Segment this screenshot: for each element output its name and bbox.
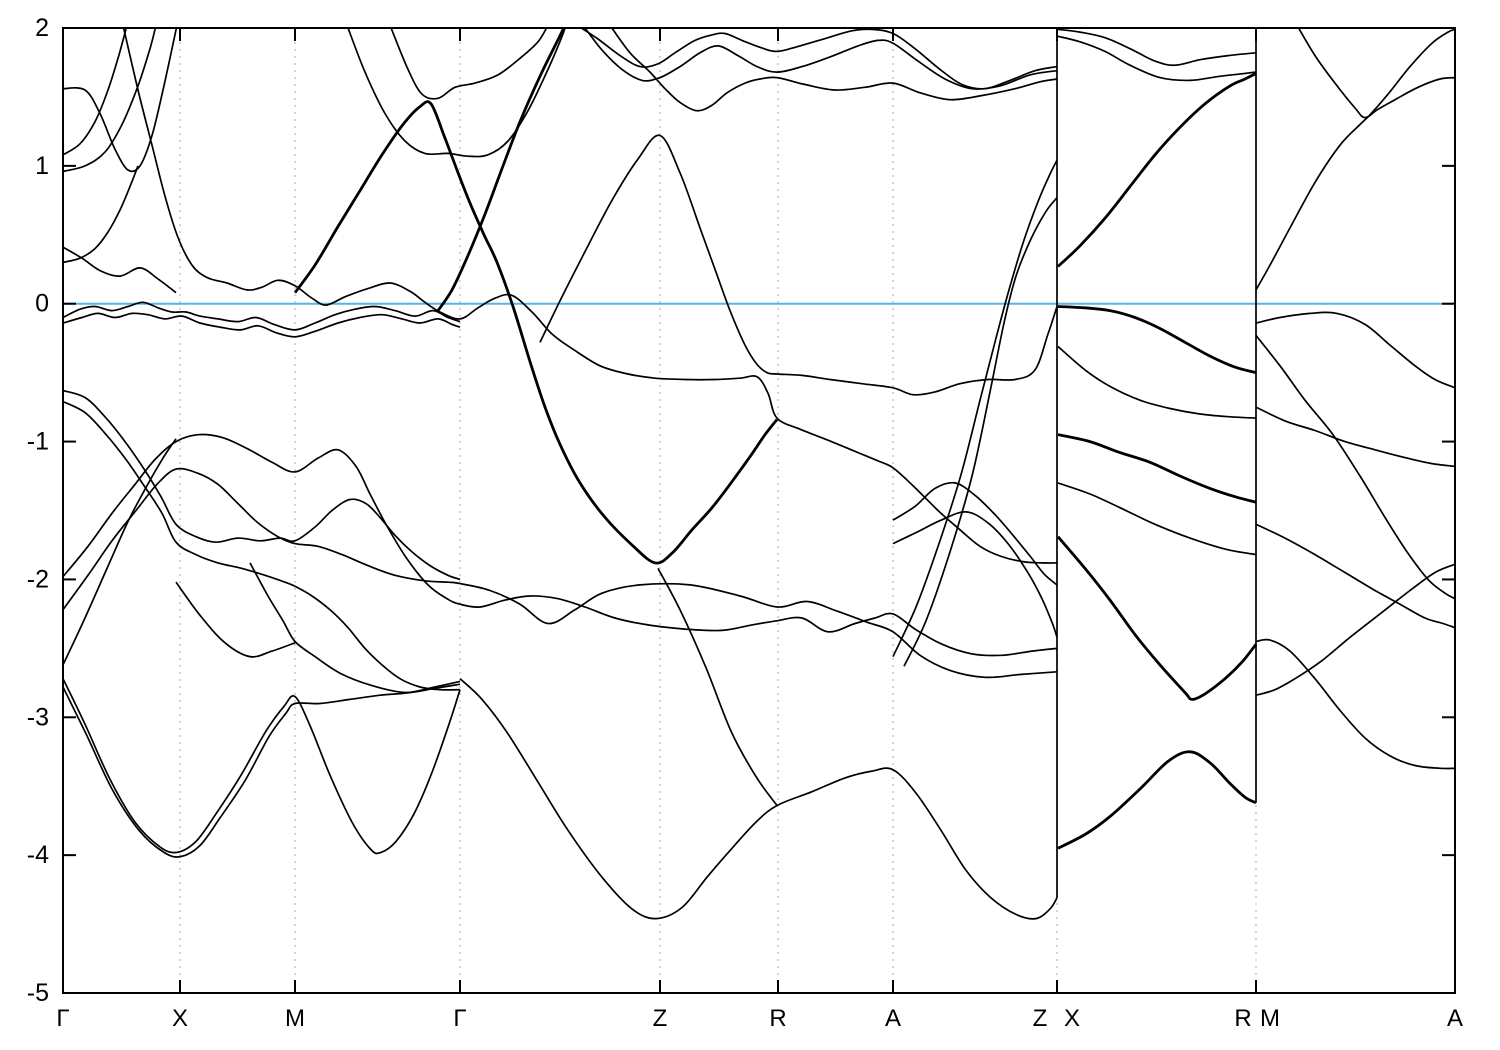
y-tick-label: -1: [27, 428, 49, 456]
y-tick-label: 1: [35, 152, 49, 180]
y-tick-label: 2: [35, 14, 49, 42]
band-curve: [892, 159, 1058, 657]
band-curve: [1057, 345, 1257, 419]
x-tick-label: R: [769, 1005, 786, 1032]
band-curve: [1255, 311, 1455, 389]
y-tick-label: -3: [27, 703, 49, 731]
band-curve: [1057, 35, 1257, 82]
y-tick-label: -4: [27, 841, 49, 869]
band-curve: [1255, 563, 1455, 697]
band-curve: [122, 28, 1058, 564]
band-curve: [63, 433, 1058, 657]
y-tick-label: -5: [27, 979, 49, 1007]
band-curve: [293, 100, 779, 565]
band-curve: [63, 28, 178, 173]
x-tick-label: Z: [1033, 1005, 1048, 1032]
band-curve: [892, 481, 1058, 586]
band-curve: [892, 511, 1058, 638]
x-tick-label: M: [1260, 1005, 1280, 1032]
band-curve: [1255, 334, 1455, 600]
x-tick-label: Γ: [56, 1005, 69, 1032]
x-tick-label: Z: [653, 1005, 668, 1032]
band-curve: [63, 400, 461, 691]
band-curve: [579, 28, 1058, 90]
band-curve: [1056, 535, 1258, 701]
band-curves: [63, 28, 1455, 920]
band-curve: [63, 680, 461, 858]
band-curve: [63, 312, 461, 338]
band-curve: [1057, 72, 1257, 268]
band-curve: [63, 28, 128, 156]
x-tick-label: X: [1064, 1005, 1080, 1032]
x-tick-label: A: [885, 1005, 901, 1032]
band-curve: [390, 28, 548, 100]
plot-border: [62, 27, 1456, 994]
band-curve: [63, 678, 461, 855]
band-curve: [1255, 28, 1455, 291]
band-curve: [1057, 433, 1257, 504]
band-curve: [63, 389, 461, 581]
band-curve: [584, 28, 1058, 90]
x-tick-label: A: [1447, 1005, 1463, 1032]
band-curve: [435, 28, 566, 313]
band-curve: [1057, 482, 1257, 556]
x-tick-label: M: [285, 1005, 305, 1032]
band-curve: [63, 438, 177, 666]
x-tick-label: Γ: [453, 1005, 466, 1032]
y-tick-label: 0: [35, 290, 49, 318]
band-curve: [1255, 523, 1455, 629]
band-curve: [63, 301, 461, 331]
band-curve: [610, 28, 1058, 112]
band-curve: [1255, 406, 1455, 468]
band-curve: [1255, 638, 1455, 770]
y-tick-label: -2: [27, 565, 49, 593]
band-curve: [63, 467, 1058, 679]
band-curve: [1057, 305, 1257, 374]
band-curve: [63, 165, 139, 264]
band-curve: [347, 28, 566, 158]
band-curve: [175, 581, 296, 658]
band-curve: [63, 28, 157, 173]
band-curve: [1057, 28, 1257, 67]
band-curve: [1057, 750, 1257, 850]
band-curve: [657, 567, 778, 807]
x-tick-label: X: [172, 1005, 188, 1032]
band-curve: [903, 197, 1058, 667]
x-tick-label: R: [1234, 1005, 1251, 1032]
